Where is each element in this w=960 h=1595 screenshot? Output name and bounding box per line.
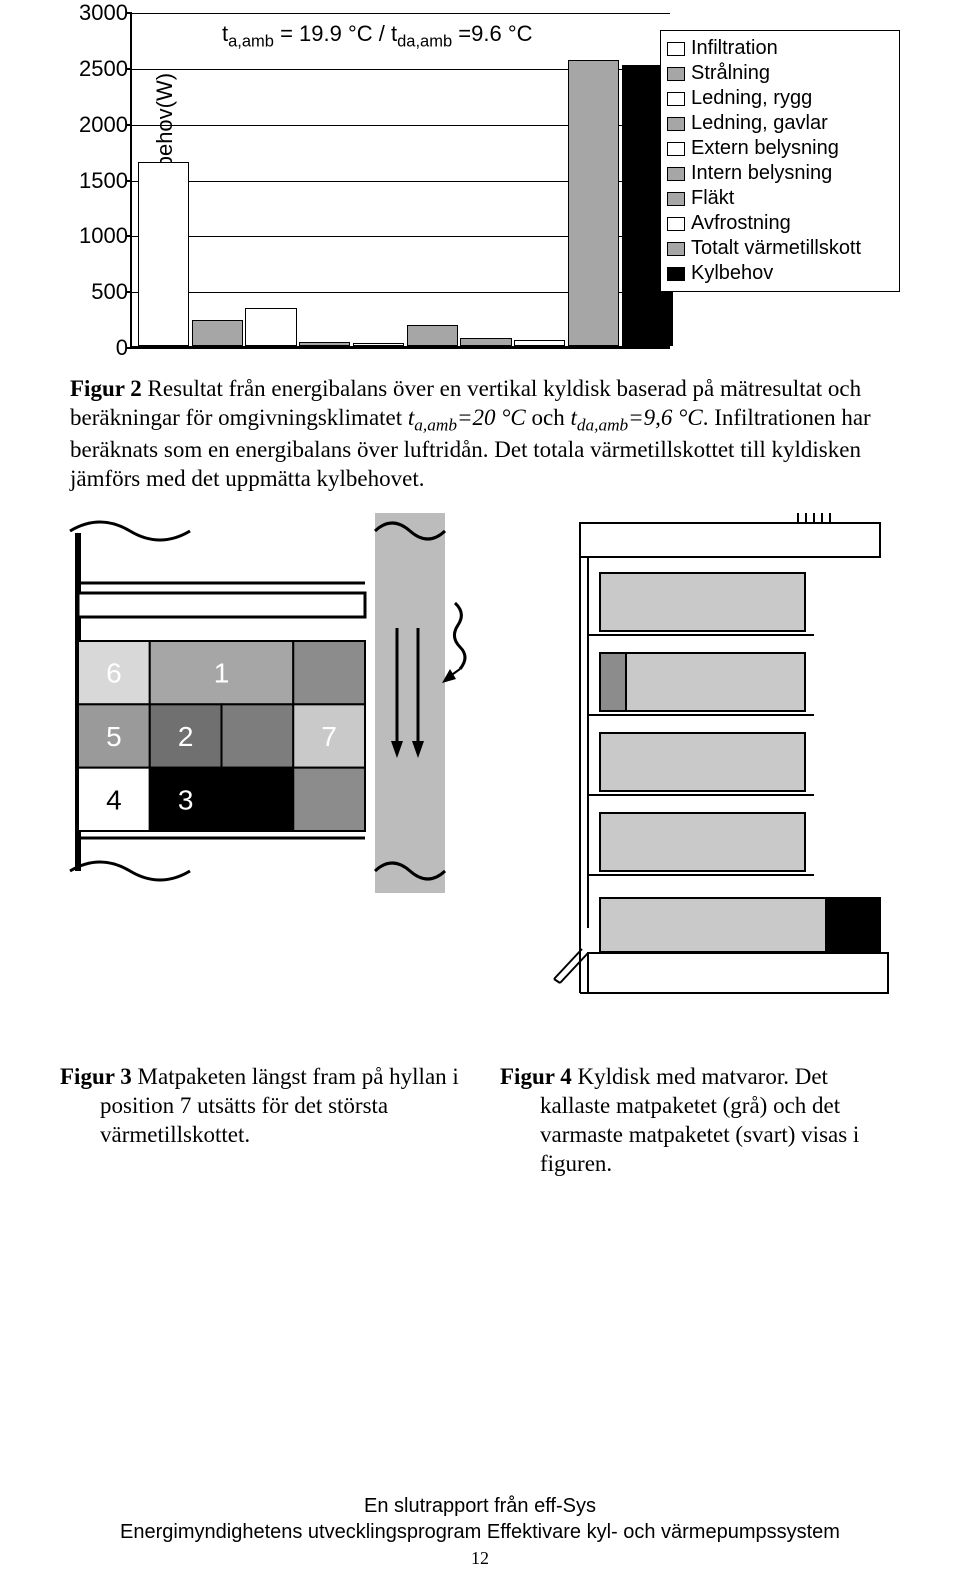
legend-label: Kylbehov xyxy=(691,262,773,285)
legend-swatch xyxy=(667,67,685,81)
svg-text:1: 1 xyxy=(214,658,230,689)
legend-swatch xyxy=(667,192,685,206)
ytick: 2500 xyxy=(79,56,128,82)
ytick: 1000 xyxy=(79,223,128,249)
legend-label: Intern belysning xyxy=(691,162,832,185)
bar xyxy=(192,320,243,346)
legend-item: Ledning, gavlar xyxy=(667,112,893,135)
svg-text:7: 7 xyxy=(321,721,337,752)
legend: InfiltrationStrålningLedning, ryggLednin… xyxy=(660,30,900,292)
legend-item: Avfrostning xyxy=(667,212,893,235)
legend-swatch xyxy=(667,117,685,131)
figure-3-diagram: 6 1 5 2 7 4 3 xyxy=(60,513,470,893)
legend-item: Kylbehov xyxy=(667,262,893,285)
bar xyxy=(138,162,189,346)
bar xyxy=(407,325,458,346)
legend-item: Intern belysning xyxy=(667,162,893,185)
legend-swatch xyxy=(667,242,685,256)
legend-swatch xyxy=(667,92,685,106)
legend-swatch xyxy=(667,142,685,156)
svg-text:6: 6 xyxy=(106,658,122,689)
legend-label: Fläkt xyxy=(691,187,734,210)
ytick: 2000 xyxy=(79,112,128,138)
svg-text:2: 2 xyxy=(178,721,194,752)
legend-label: Extern belysning xyxy=(691,137,839,160)
bar xyxy=(245,308,296,346)
bar xyxy=(460,338,511,346)
legend-label: Ledning, gavlar xyxy=(691,112,828,135)
figure-4-caption: Figur 4 Kyldisk med matvaror. Det kallas… xyxy=(500,1063,900,1178)
legend-swatch xyxy=(667,42,685,56)
legend-label: Totalt värmetillskott xyxy=(691,237,861,260)
page-footer: En slutrapport från eff-Sys Energimyndig… xyxy=(0,1493,960,1570)
bar xyxy=(514,340,565,346)
svg-text:4: 4 xyxy=(106,785,122,816)
legend-label: Infiltration xyxy=(691,37,778,60)
ytick: 1500 xyxy=(79,168,128,194)
legend-label: Ledning, rygg xyxy=(691,87,812,110)
captions-row: Figur 3 Matpaketen längst fram på hyllan… xyxy=(60,1063,900,1178)
legend-swatch xyxy=(667,167,685,181)
svg-text:3: 3 xyxy=(178,785,194,816)
legend-item: Ledning, rygg xyxy=(667,87,893,110)
bar xyxy=(568,60,619,346)
footer-line-1: En slutrapport från eff-Sys xyxy=(0,1493,960,1519)
bar xyxy=(353,343,404,346)
legend-swatch xyxy=(667,217,685,231)
svg-text:5: 5 xyxy=(106,721,122,752)
legend-item: Strålning xyxy=(667,62,893,85)
ytick: 500 xyxy=(91,279,128,305)
legend-item: Fläkt xyxy=(667,187,893,210)
legend-item: Extern belysning xyxy=(667,137,893,160)
page-number: 12 xyxy=(0,1547,960,1570)
legend-swatch xyxy=(667,267,685,281)
legend-label: Avfrostning xyxy=(691,212,791,235)
legend-item: Totalt värmetillskott xyxy=(667,237,893,260)
plot-area: ta,amb = 19.9 °C / tda,amb =9.6 °C 05001… xyxy=(130,13,670,348)
legend-item: Infiltration xyxy=(667,37,893,60)
bar xyxy=(299,342,350,346)
diagram-row: 6 1 5 2 7 4 3 xyxy=(60,513,900,1033)
bar-chart: Värmetillskott /Kylbehov(W) ta,amb = 19.… xyxy=(60,5,900,365)
figure-3-caption: Figur 3 Matpaketen längst fram på hyllan… xyxy=(60,1063,460,1178)
ytick: 3000 xyxy=(79,0,128,26)
footer-line-2: Energimyndighetens utvecklingsprogram Ef… xyxy=(0,1519,960,1545)
legend-label: Strålning xyxy=(691,62,770,85)
figure-2-caption: Figur 2 Resultat från energibalans över … xyxy=(60,375,900,493)
chart-title: ta,amb = 19.9 °C / tda,amb =9.6 °C xyxy=(222,21,533,51)
figure-4-diagram xyxy=(510,513,900,1033)
